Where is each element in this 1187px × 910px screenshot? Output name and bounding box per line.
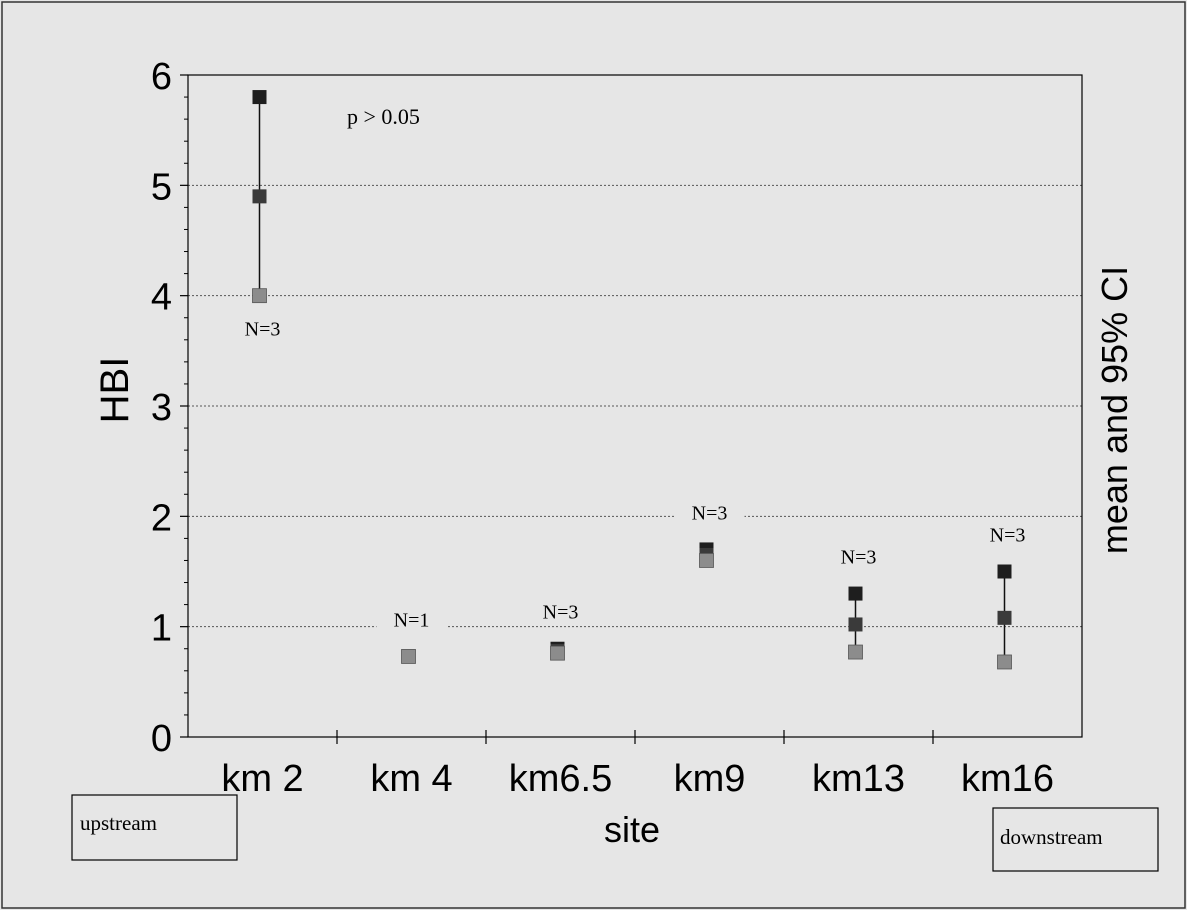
y-tick-label: 0	[151, 718, 172, 760]
y-tick-label: 2	[151, 497, 172, 539]
upstream-label: upstream	[80, 811, 157, 835]
ci-lower-marker	[401, 649, 416, 664]
n-label: N=3	[543, 602, 579, 624]
ci-upper-marker	[252, 90, 267, 105]
n-label-bg	[525, 598, 596, 625]
y-tick-label: 6	[151, 56, 172, 98]
ci-upper-marker	[848, 586, 863, 601]
ci-lower-marker	[550, 645, 565, 661]
n-label: N=3	[692, 502, 728, 524]
ci-lower-marker	[699, 553, 714, 568]
x-tick-label: km 2	[221, 758, 303, 800]
downstream-label: downstream	[1000, 825, 1103, 849]
n-labels: N=3 N=1 N=3 N=3 N=3 N=3	[227, 315, 1043, 633]
ci-lower-marker	[848, 644, 863, 660]
y-axis-label: HBI	[93, 357, 137, 424]
p-value-annotation: p > 0.05	[347, 104, 420, 129]
n-label-bg	[674, 499, 745, 526]
gridlines	[188, 184, 1082, 628]
ci-lower-marker	[997, 654, 1012, 670]
mean-marker	[252, 189, 267, 204]
mean-marker	[848, 617, 863, 632]
y-tick-labels: 0 1 2 3 4 5 6	[151, 56, 172, 760]
y-tick-label: 3	[151, 387, 172, 429]
n-label-bg	[376, 606, 447, 633]
x-tick-label: km16	[961, 758, 1054, 800]
ci-upper-marker	[997, 564, 1012, 579]
n-label: N=3	[990, 525, 1026, 547]
x-tick-labels: km 2 km 4 km6.5 km9 km13 km16	[221, 758, 1054, 800]
x-axis-label: site	[604, 809, 660, 850]
upstream-box: upstream	[71, 794, 238, 861]
x-tick-label: km6.5	[509, 758, 612, 800]
n-label: N=3	[245, 319, 281, 341]
x-tick-label: km13	[812, 758, 905, 800]
n-label-bg	[227, 315, 298, 342]
mean-marker	[997, 610, 1012, 625]
data-marks	[252, 90, 1012, 670]
right-axis-label: mean and 95% CI	[1094, 266, 1135, 554]
x-tick-label: km 4	[370, 758, 452, 800]
n-label-bg	[972, 521, 1043, 548]
downstream-box-frame	[992, 807, 1159, 872]
downstream-box: downstream	[992, 807, 1159, 872]
y-tick-label: 5	[151, 166, 172, 208]
x-tick-label: km9	[674, 758, 746, 800]
upstream-box-frame	[71, 794, 238, 861]
n-label-bg	[823, 543, 894, 570]
y-tick-label: 1	[151, 608, 172, 650]
n-label: N=3	[841, 547, 877, 569]
y-tick-label: 4	[151, 277, 172, 319]
axes	[180, 74, 934, 744]
ci-lower-marker	[252, 288, 267, 304]
n-label: N=1	[394, 609, 430, 631]
